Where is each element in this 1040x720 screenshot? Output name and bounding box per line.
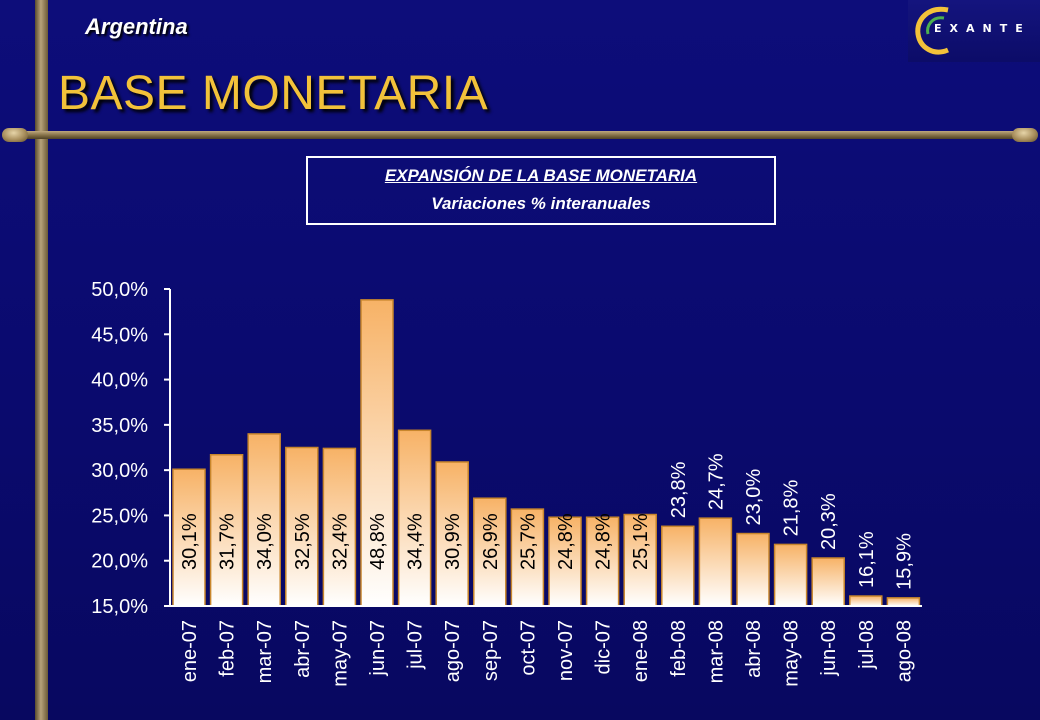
chart-title-box: EXPANSIÓN DE LA BASE MONETARIA Variacion…	[306, 156, 776, 225]
data-label: 24,8%	[593, 513, 615, 570]
data-label: 23,0%	[743, 469, 765, 526]
bar	[698, 517, 733, 607]
x-tick-label: mar-08	[705, 620, 727, 683]
x-tick-label: feb-08	[668, 620, 690, 677]
x-tick-label: ene-08	[630, 620, 652, 682]
x-tick-label: abr-07	[292, 620, 314, 678]
x-tick-label: jun-08	[818, 620, 840, 677]
y-tick-label: 15,0%	[91, 596, 148, 618]
y-tick-label: 30,0%	[91, 460, 148, 482]
y-tick-label: 25,0%	[91, 505, 148, 527]
bar	[247, 433, 281, 607]
bar	[849, 595, 883, 607]
y-tick-label: 45,0%	[91, 324, 148, 346]
rod-left-knob	[2, 128, 28, 142]
data-label: 26,9%	[480, 513, 502, 570]
logo-wordmark: EXANTE	[934, 22, 1031, 35]
data-label: 16,1%	[856, 531, 878, 588]
bar	[285, 446, 319, 607]
exante-logo: EXANTE	[908, 0, 1040, 62]
bar	[623, 513, 657, 607]
x-tick-label: ene-07	[179, 620, 201, 682]
x-tick-label: feb-07	[217, 620, 239, 677]
data-label: 23,8%	[668, 461, 690, 518]
bar	[209, 453, 244, 607]
data-label: 24,8%	[555, 513, 577, 570]
data-label: 15,9%	[893, 533, 915, 590]
page-title: BASE MONETARIA	[58, 67, 489, 120]
vertical-decorative-rod	[35, 0, 48, 720]
data-label: 30,9%	[442, 513, 464, 570]
y-tick-label: 35,0%	[91, 415, 148, 437]
data-label: 30,1%	[179, 513, 201, 570]
x-tick-label: dic-07	[593, 620, 615, 674]
bar	[397, 429, 432, 607]
country-label: Argentina	[85, 14, 188, 39]
x-tick-label: may-07	[329, 620, 351, 687]
y-tick-label: 40,0%	[91, 370, 148, 392]
logo-swoosh-icon	[915, 6, 949, 55]
data-label: 32,5%	[292, 513, 314, 570]
chart-title: EXPANSIÓN DE LA BASE MONETARIA	[384, 166, 698, 185]
bar	[322, 447, 357, 607]
x-tick-label: jul-08	[856, 620, 878, 670]
data-label: 31,7%	[217, 513, 239, 570]
bar	[172, 468, 206, 607]
x-tick-label: jun-07	[367, 620, 389, 677]
data-label: 25,7%	[517, 513, 539, 570]
x-tick-label: ago-08	[893, 620, 915, 682]
bar	[473, 497, 507, 607]
x-tick-label: may-08	[781, 620, 803, 687]
bar	[773, 543, 808, 607]
x-tick-label: sep-07	[480, 620, 502, 681]
data-label: 34,4%	[405, 513, 427, 570]
data-label: 34,0%	[254, 513, 276, 570]
y-tick-label: 20,0%	[91, 551, 148, 573]
x-tick-label: abr-08	[743, 620, 765, 678]
y-tick-label: 50,0%	[91, 279, 148, 301]
data-label: 32,4%	[329, 513, 351, 570]
x-tick-label: mar-07	[254, 620, 276, 683]
bar	[661, 525, 695, 607]
rod-body	[14, 131, 1024, 139]
horizontal-decorative-rod	[0, 128, 1040, 142]
bar	[886, 597, 921, 607]
x-tick-label: ago-07	[442, 620, 464, 682]
data-label: 20,3%	[818, 493, 840, 550]
data-label: 25,1%	[630, 513, 652, 570]
bar	[360, 299, 394, 607]
data-label: 48,8%	[367, 513, 389, 570]
rod-right-knob	[1012, 128, 1038, 142]
data-label: 24,7%	[705, 453, 727, 510]
bar	[510, 508, 545, 607]
bar	[811, 557, 845, 607]
x-tick-label: nov-07	[555, 620, 577, 681]
x-tick-label: oct-07	[517, 620, 539, 676]
x-tick-label: jul-07	[405, 620, 427, 670]
bar	[435, 461, 469, 607]
chart-subtitle: Variaciones % interanuales	[431, 194, 651, 213]
bar	[736, 532, 770, 607]
data-label: 21,8%	[781, 479, 803, 536]
